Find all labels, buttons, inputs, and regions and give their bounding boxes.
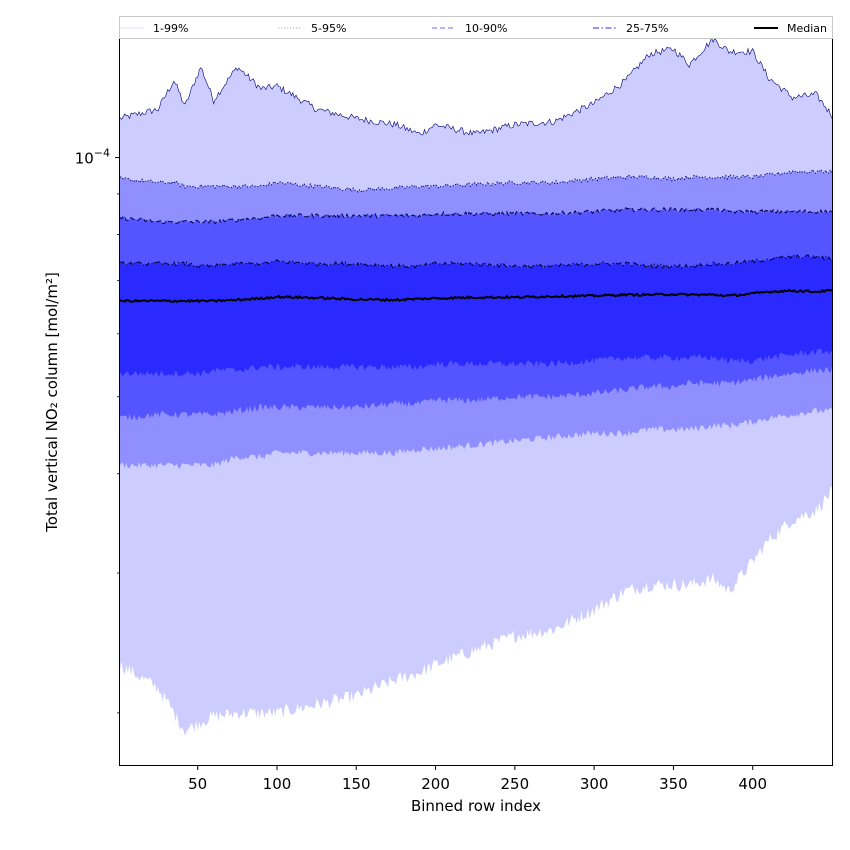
legend-label-10-90%: 10-90% bbox=[465, 22, 507, 35]
x-axis-label: Binned row index bbox=[411, 797, 541, 815]
band-upper-line-10-90% bbox=[119, 206, 833, 225]
x-tick-label-50: 50 bbox=[188, 775, 207, 793]
band-25-75% bbox=[120, 254, 832, 377]
band-upper-line-1-99% bbox=[119, 36, 833, 136]
legend-frame bbox=[119, 16, 833, 39]
y-tick-label: 10−4 bbox=[75, 147, 110, 168]
legend-label-1-99%: 1-99% bbox=[153, 22, 188, 35]
x-tick-label-100: 100 bbox=[263, 775, 292, 793]
plot-area bbox=[119, 36, 833, 737]
band-upper-line-25-75% bbox=[119, 254, 833, 270]
x-tick-label-250: 250 bbox=[501, 775, 530, 793]
legend-label-Median: Median bbox=[787, 22, 827, 35]
x-axis-ticks: 50 100 150 200 250 300 350 400 bbox=[188, 765, 767, 793]
legend-label-25-75%: 25-75% bbox=[626, 22, 668, 35]
x-tick-label-300: 300 bbox=[580, 775, 609, 793]
band-upper-line-5-95% bbox=[119, 168, 833, 193]
x-tick-label-150: 150 bbox=[342, 775, 371, 793]
x-tick-label-350: 350 bbox=[659, 775, 688, 793]
legend-label-5-95%: 5-95% bbox=[311, 22, 346, 35]
y-axis-ticks: 10−4 bbox=[75, 147, 120, 714]
x-tick-label-200: 200 bbox=[421, 775, 450, 793]
median-line bbox=[119, 288, 832, 304]
y-axis-label: Total vertical NO₂ column [mol/m²] bbox=[43, 272, 61, 533]
legend: 1-99% 5-95% 10-90% 25-75% Median bbox=[119, 16, 833, 39]
x-tick-label-400: 400 bbox=[738, 775, 767, 793]
